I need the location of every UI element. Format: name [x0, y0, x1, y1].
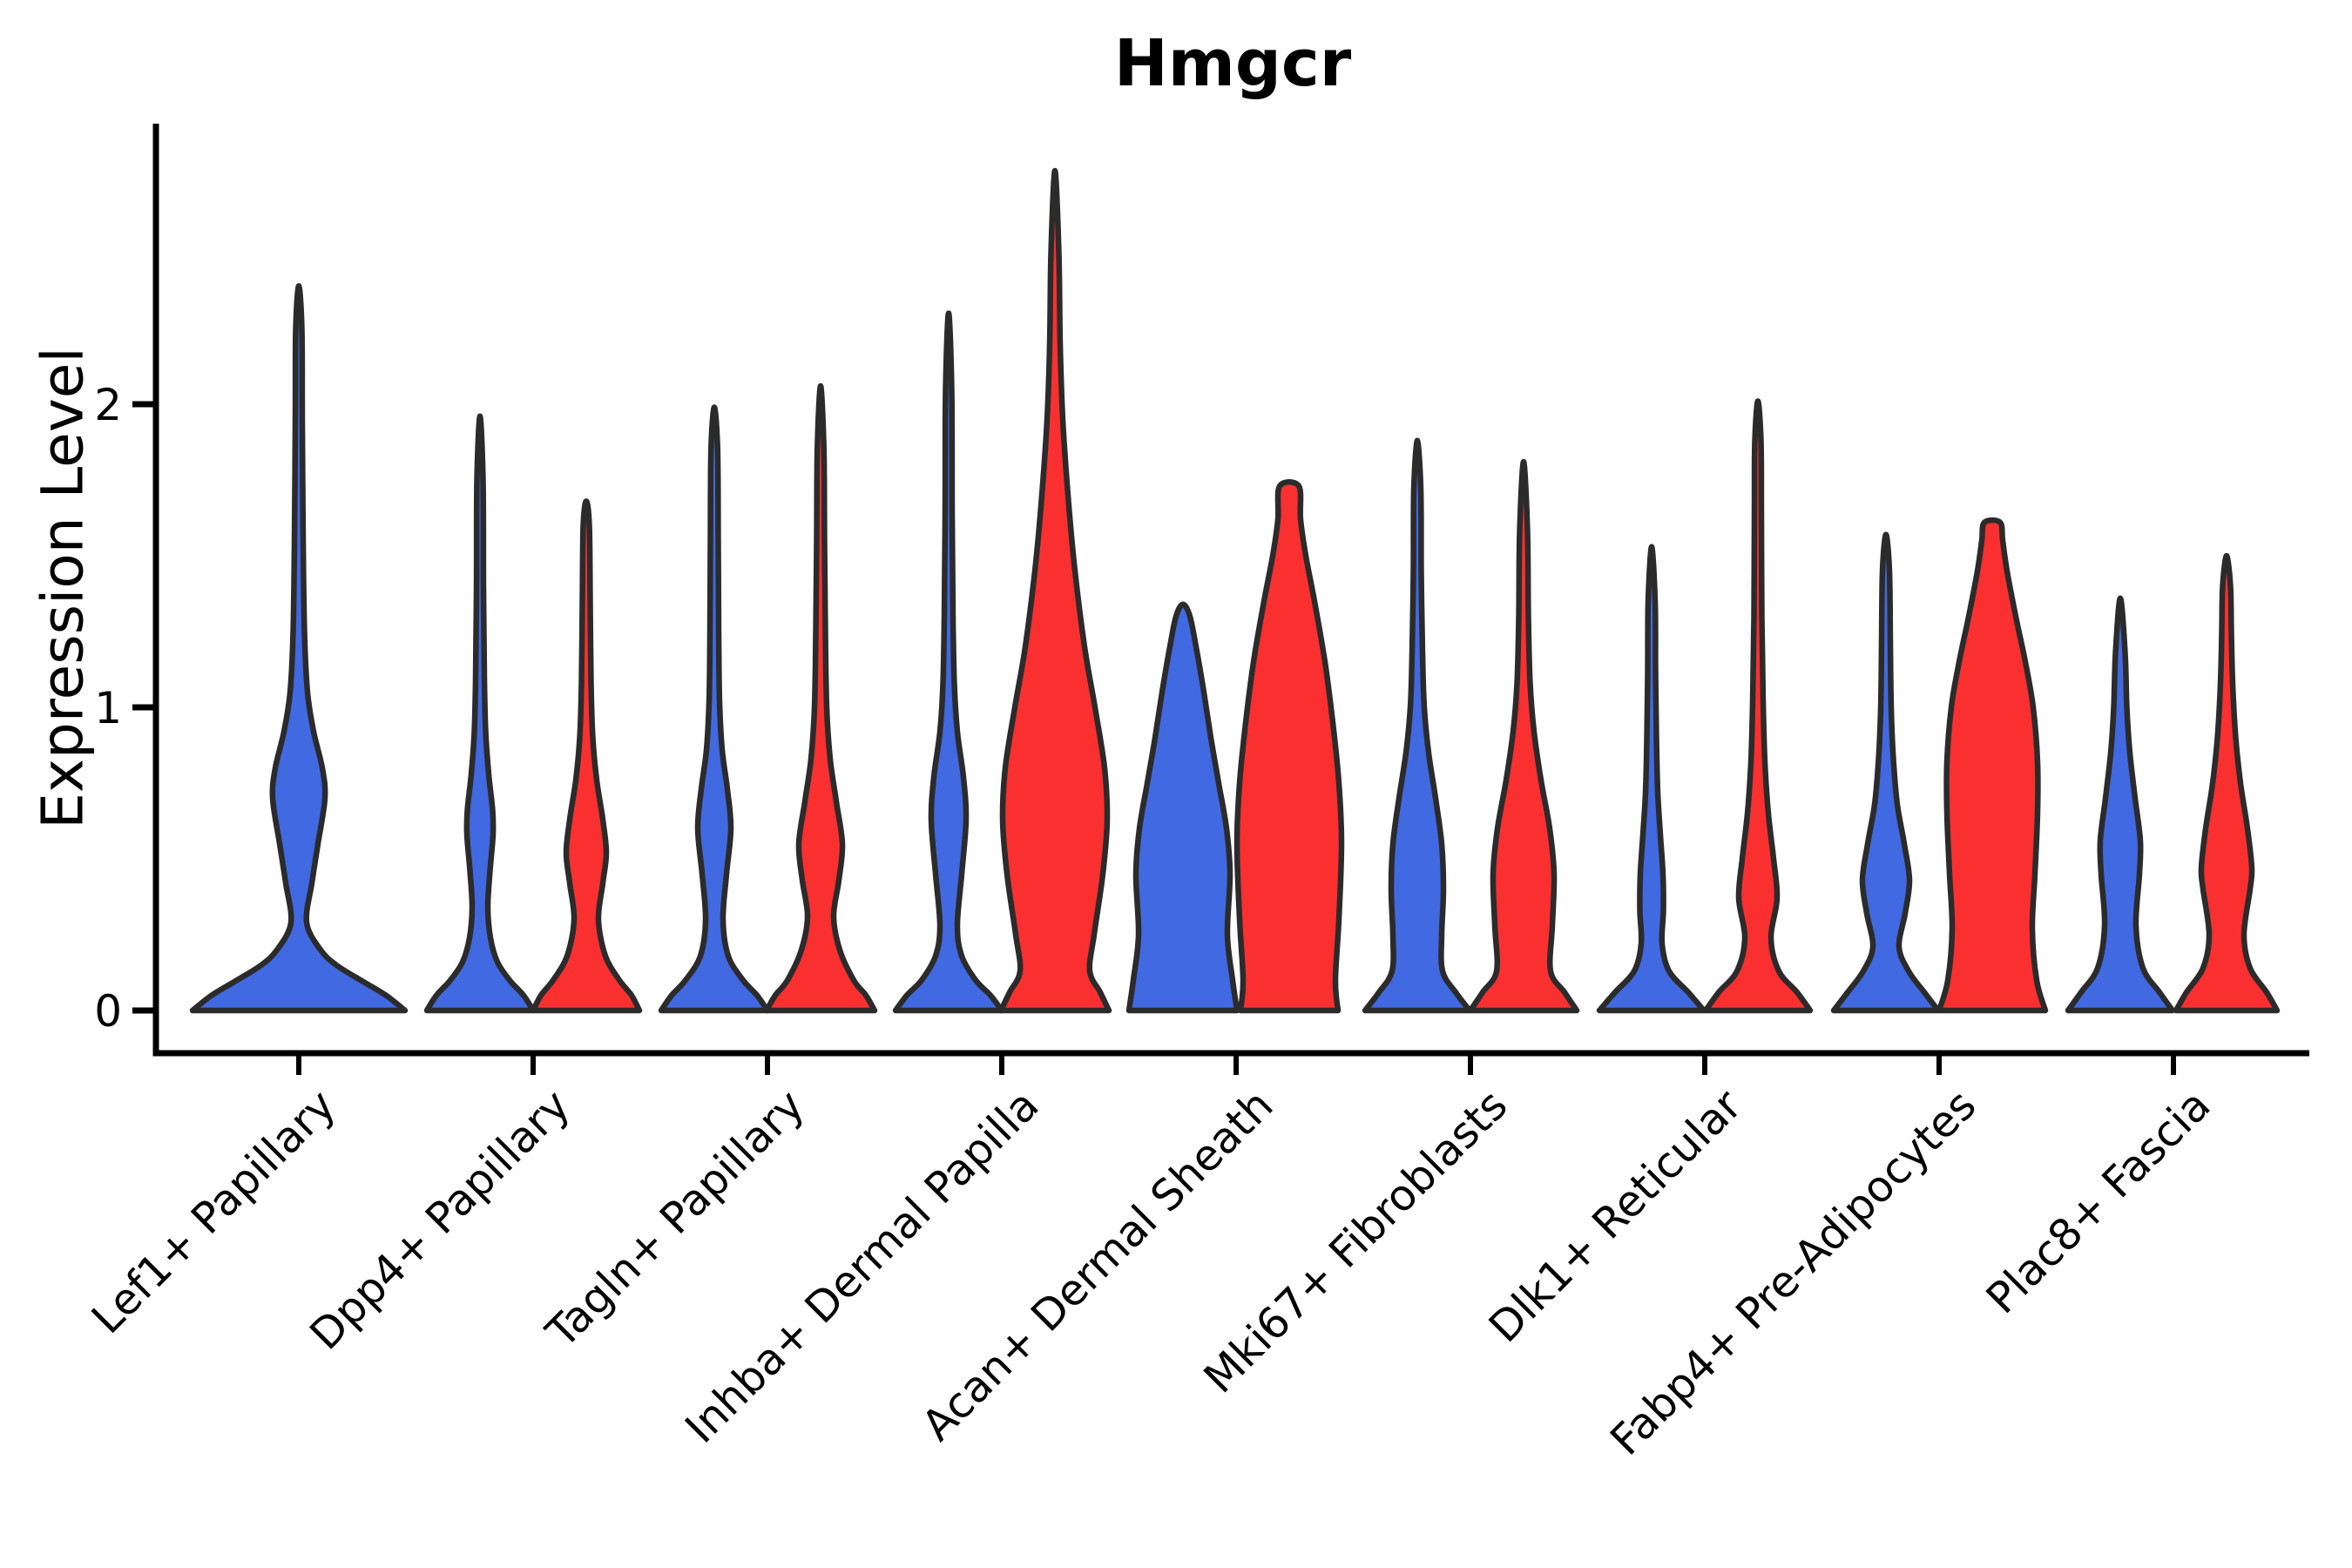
violin-mki67+-blue [1362, 437, 1473, 1014]
y-tick-label: 2 [94, 380, 122, 430]
violin-dlk1+-blue [1596, 544, 1707, 1014]
violin-lef1+-blue [189, 283, 409, 1014]
y-axis-label: Expression Level [29, 347, 97, 829]
y-tick-label: 0 [94, 986, 122, 1037]
violin-plac8+-blue [2065, 595, 2176, 1014]
x-category-label: Plac8+ Fascia [1977, 1080, 2220, 1323]
violin-dpp4+-red [530, 498, 643, 1014]
violin-inhba+-blue [892, 310, 1005, 1014]
violin-acan+-red [1233, 478, 1345, 1014]
violin-plac8+-red [2173, 552, 2281, 1014]
violin-tagln+-red [763, 382, 878, 1014]
violin-inhba+-red [997, 167, 1112, 1014]
violin-mki67+-red [1467, 458, 1580, 1014]
violin-fabp4+-red [1936, 517, 2049, 1014]
violin-dpp4+-blue [423, 413, 537, 1014]
y-tick-label: 1 [94, 683, 122, 733]
x-category-label: Lef1+ Papillary [82, 1080, 345, 1343]
violin-tagln+-blue [658, 404, 771, 1014]
x-category-label: Dlk1+ Reticular [1479, 1080, 1752, 1353]
chart-title: Hmgcr [1113, 26, 1352, 101]
violin-fabp4+-blue [1830, 531, 1942, 1014]
x-category-label: Tagln+ Papillary [537, 1080, 814, 1358]
x-category-label: Dpp4+ Papillary [301, 1080, 579, 1359]
violin-acan+-blue [1125, 601, 1240, 1014]
violin-dlk1+-red [1702, 398, 1814, 1014]
